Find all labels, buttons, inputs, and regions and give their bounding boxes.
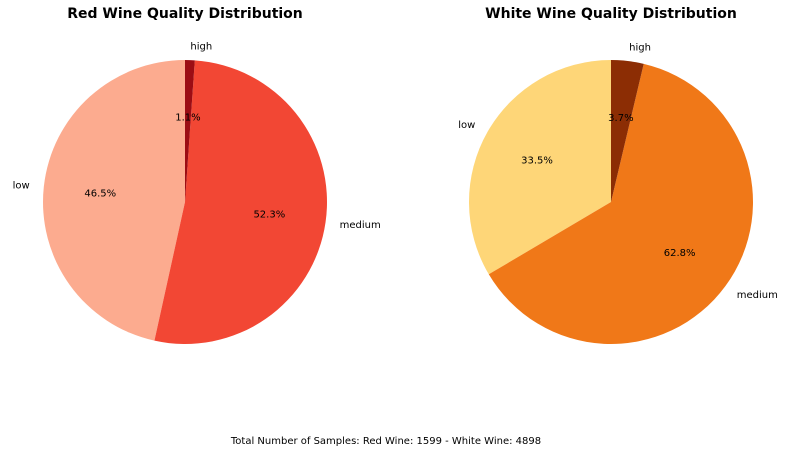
- red-wine-label-medium: medium: [340, 220, 381, 231]
- red-wine-percent-low: 46.5%: [84, 188, 116, 199]
- red-wine-label-high: high: [190, 41, 212, 52]
- white-wine-slice-medium: [488, 63, 753, 345]
- sample-count-footer: Total Number of Samples: Red Wine: 1599 …: [230, 436, 541, 447]
- white-wine-percent-low: 33.5%: [521, 155, 553, 166]
- white-wine-chart-title: White Wine Quality Distribution: [485, 6, 737, 22]
- red-wine-percent-medium: 52.3%: [253, 210, 285, 221]
- white-wine-label-low: low: [458, 120, 475, 131]
- red-wine-slice-medium: [154, 60, 328, 345]
- red-wine-pie-chart: Red Wine Quality Distribution low 46.5% me…: [13, 6, 381, 345]
- white-wine-label-medium: medium: [737, 290, 778, 301]
- red-wine-slice-low: [43, 60, 185, 341]
- white-wine-slice-high: [611, 60, 644, 202]
- red-wine-label-low: low: [13, 181, 30, 192]
- white-wine-slice-low: [468, 60, 611, 275]
- red-wine-percent-high: 1.1%: [175, 112, 200, 123]
- red-wine-chart-title: Red Wine Quality Distribution: [67, 6, 303, 22]
- white-wine-percent-medium: 62.8%: [664, 248, 696, 259]
- white-wine-percent-high: 3.7%: [608, 113, 633, 124]
- white-wine-label-high: high: [629, 42, 651, 53]
- red-wine-slice-high: [185, 60, 195, 202]
- white-wine-pie-chart: White Wine Quality Distribution low 33.5%…: [458, 6, 778, 345]
